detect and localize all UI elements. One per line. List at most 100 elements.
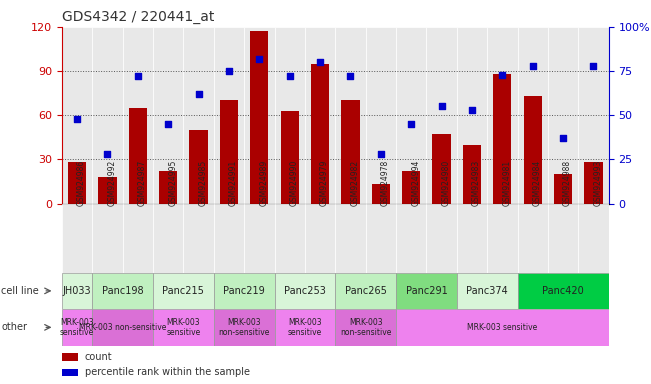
Text: GSM924991: GSM924991 [229, 159, 238, 205]
Text: GSM924985: GSM924985 [199, 159, 208, 205]
Text: GSM924982: GSM924982 [350, 159, 359, 205]
Point [558, 135, 568, 141]
Bar [250, 31, 268, 204]
Text: GSM924995: GSM924995 [168, 159, 177, 205]
Point [527, 63, 538, 69]
Bar [487, 27, 518, 204]
Text: Panc374: Panc374 [466, 286, 508, 296]
Bar [372, 184, 390, 204]
Bar [92, 273, 153, 309]
Text: MRK-003
non-sensitive: MRK-003 non-sensitive [340, 318, 391, 337]
Text: Panc215: Panc215 [163, 286, 204, 296]
Text: GSM924978: GSM924978 [381, 159, 390, 205]
Point [133, 73, 143, 79]
Bar [214, 273, 275, 309]
Bar [396, 309, 609, 346]
Bar [585, 162, 603, 204]
Bar [463, 145, 481, 204]
Bar [189, 130, 208, 204]
Bar [518, 273, 609, 309]
Point [315, 59, 326, 65]
Bar [396, 273, 457, 309]
Point [436, 103, 447, 109]
Bar [275, 309, 335, 346]
Bar [244, 204, 275, 273]
Text: count: count [85, 352, 112, 362]
Text: other: other [1, 322, 27, 333]
Bar [305, 27, 335, 204]
Bar [62, 204, 92, 273]
Text: cell line: cell line [1, 286, 39, 296]
Text: MRK-003
sensitive: MRK-003 sensitive [166, 318, 201, 337]
Bar [98, 177, 117, 204]
Bar [62, 309, 92, 346]
Text: Panc291: Panc291 [406, 286, 447, 296]
Text: Panc265: Panc265 [345, 286, 387, 296]
Bar [153, 273, 214, 309]
Text: MRK-003
sensitive: MRK-003 sensitive [60, 318, 94, 337]
Text: MRK-003 non-sensitive: MRK-003 non-sensitive [79, 323, 166, 332]
Bar [275, 27, 305, 204]
Bar [159, 171, 177, 204]
Bar [214, 204, 244, 273]
Bar [122, 27, 153, 204]
Bar [396, 27, 426, 204]
Text: GSM924994: GSM924994 [411, 159, 420, 205]
Bar [518, 204, 548, 273]
Bar [487, 204, 518, 273]
Bar [457, 27, 487, 204]
Text: GSM924987: GSM924987 [138, 159, 146, 205]
Bar [432, 134, 450, 204]
Bar [402, 171, 421, 204]
Bar [62, 27, 92, 204]
Bar [335, 273, 396, 309]
Bar [578, 27, 609, 204]
Bar [214, 309, 275, 346]
Point [589, 63, 599, 69]
Text: GSM924990: GSM924990 [290, 159, 299, 205]
Bar [92, 27, 122, 204]
Bar [153, 309, 214, 346]
Bar [426, 27, 457, 204]
Text: GSM924983: GSM924983 [472, 159, 481, 205]
Bar [92, 204, 122, 273]
Point [163, 121, 173, 127]
Bar [366, 204, 396, 273]
Bar [305, 204, 335, 273]
Point [102, 151, 113, 157]
Bar [335, 27, 366, 204]
Point [376, 151, 386, 157]
Bar [244, 27, 275, 204]
Text: Panc198: Panc198 [102, 286, 143, 296]
Bar [129, 108, 147, 204]
Bar [122, 204, 153, 273]
Bar [335, 309, 396, 346]
Bar [335, 204, 366, 273]
Bar [68, 162, 86, 204]
Bar [62, 353, 78, 361]
Text: GSM924981: GSM924981 [503, 159, 511, 205]
Point [284, 73, 295, 79]
Text: Panc253: Panc253 [284, 286, 326, 296]
Point [254, 56, 264, 62]
Bar [281, 111, 299, 204]
Text: GSM924993: GSM924993 [594, 159, 602, 205]
Bar [62, 369, 78, 376]
Point [467, 107, 477, 113]
Bar [153, 27, 184, 204]
Bar [153, 204, 184, 273]
Bar [523, 96, 542, 204]
Point [224, 68, 234, 74]
Text: GSM924979: GSM924979 [320, 159, 329, 205]
Bar [341, 101, 359, 204]
Bar [311, 64, 329, 204]
Text: Panc219: Panc219 [223, 286, 265, 296]
Bar [578, 204, 609, 273]
Point [72, 116, 82, 122]
Bar [396, 204, 426, 273]
Text: Panc420: Panc420 [542, 286, 584, 296]
Bar [184, 204, 214, 273]
Bar [92, 309, 153, 346]
Bar [214, 27, 244, 204]
Bar [457, 204, 487, 273]
